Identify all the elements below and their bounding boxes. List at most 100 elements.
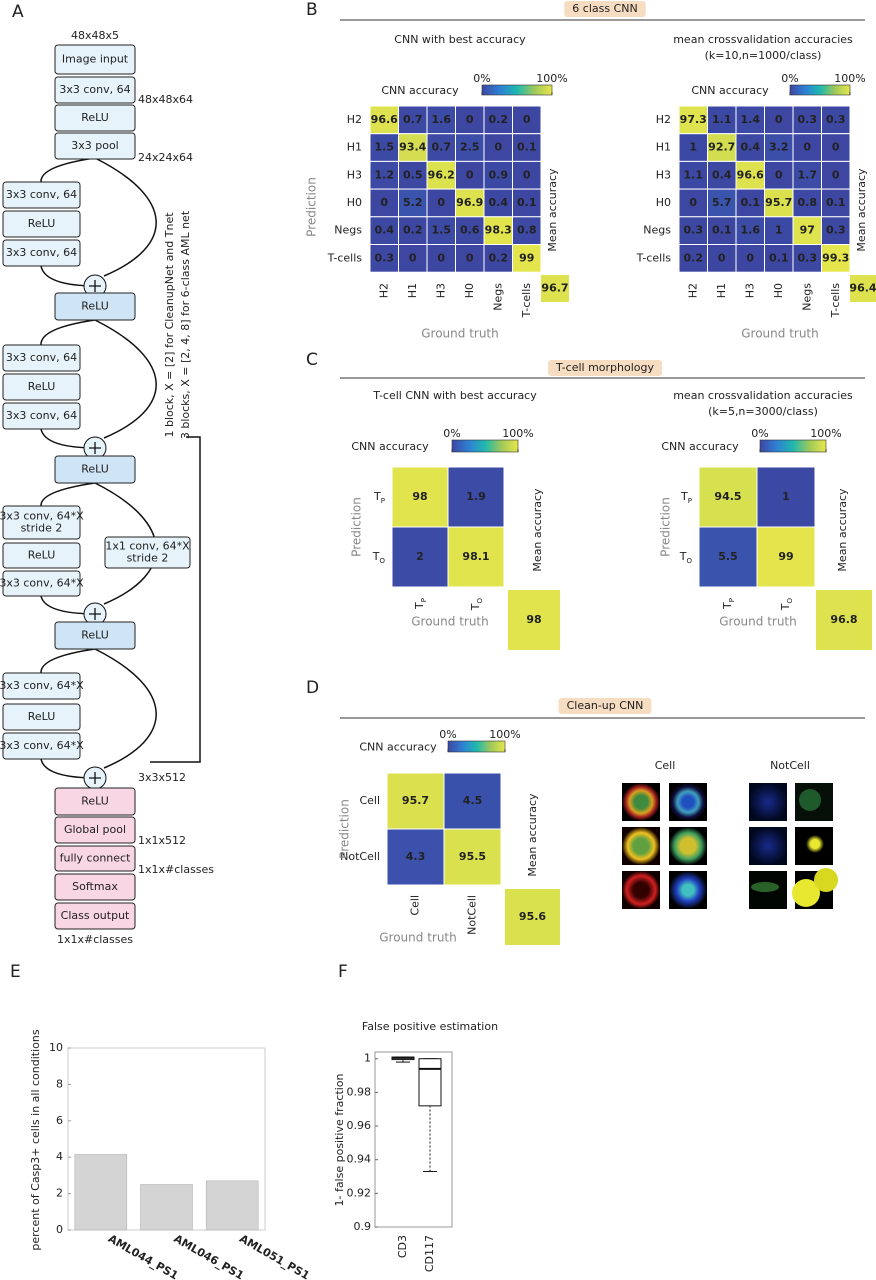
- cell-value: 5.7: [712, 196, 732, 209]
- heatmap-cell: [512, 244, 542, 273]
- row-label: Cell: [359, 794, 380, 807]
- bracket: [150, 436, 201, 763]
- colorbar: [447, 740, 506, 753]
- heatmap-cell: [483, 244, 513, 273]
- cell-value: 0: [409, 251, 417, 264]
- heatmap-cell: [443, 772, 502, 830]
- section-title: 6 class CNN: [572, 2, 637, 15]
- heatmap-cell: [426, 188, 456, 218]
- heatmap-cell: [735, 105, 765, 135]
- y-tick-label: 10: [49, 1041, 63, 1054]
- column-label: T-cells: [829, 283, 842, 319]
- y-axis-label: Prediction: [305, 177, 319, 237]
- panel-label: F: [338, 962, 348, 982]
- cell-value: 5.2: [403, 196, 423, 209]
- cell-value: 0: [746, 251, 754, 264]
- cell-value: 0.2: [403, 224, 423, 237]
- layer-box: [2, 505, 81, 540]
- cell-value: 94.5: [714, 490, 741, 503]
- box: [418, 1058, 442, 1107]
- y-tick-label: 0.9: [354, 1220, 372, 1233]
- x-axis-label: Ground truth: [741, 327, 819, 341]
- x-axis-label: Ground truth: [379, 931, 457, 945]
- y-tick-label: 0.96: [347, 1119, 372, 1132]
- column-label: H3: [743, 283, 756, 298]
- row-label: H1: [347, 141, 362, 154]
- colorbar: [759, 439, 827, 453]
- cell-image-label: NotCell: [770, 759, 810, 772]
- cell-value: 93.4: [399, 141, 426, 154]
- layer-label: 3x3 conv, 64*X: [0, 510, 84, 523]
- colorbar: [789, 84, 851, 96]
- column-label: Negs: [491, 283, 504, 311]
- column-label: H0: [772, 283, 785, 298]
- cell-value: 1.5: [432, 224, 452, 237]
- layer-box: [2, 344, 81, 372]
- cell-value: 1.5: [375, 141, 395, 154]
- layer-label: ReLU: [81, 111, 109, 124]
- heatmap-cell: [483, 133, 513, 162]
- mean-label: Mean accuracy: [526, 793, 539, 877]
- cell-value: 92.7: [708, 141, 735, 154]
- heatmap-cell: [391, 466, 449, 528]
- dimension-label: 1x1x512: [138, 834, 186, 847]
- cell-value: 99: [519, 251, 534, 264]
- chart-title: False positive estimation: [362, 1020, 498, 1033]
- connector: [94, 157, 157, 277]
- cell-value: 0.1: [517, 141, 537, 154]
- layer-label: 3x3 conv, 64*X: [0, 577, 84, 590]
- heatmap-cell: [369, 244, 399, 273]
- cell-value: 0.5: [403, 168, 423, 181]
- cell-value: 0: [466, 168, 474, 181]
- heatmap-cell: [735, 188, 765, 218]
- layer-label: stride 2: [127, 552, 169, 565]
- cell-value: 0.2: [489, 113, 509, 126]
- y-tick-label: 4: [56, 1150, 63, 1163]
- heatmap-cell: [821, 105, 851, 135]
- label-sub: O: [786, 598, 794, 604]
- cell-value: 0: [437, 196, 445, 209]
- heatmap-cell: [678, 244, 708, 273]
- colorbar: [481, 84, 553, 96]
- layer-box: [2, 402, 81, 430]
- mean-value: 98: [526, 613, 541, 626]
- mean-cell: [541, 275, 569, 302]
- column-label: H0: [463, 283, 476, 298]
- cell-value: 0: [380, 196, 388, 209]
- label-sub: P: [728, 598, 736, 602]
- heatmap-cell: [483, 188, 513, 218]
- cell-value: 1.1: [684, 168, 704, 181]
- connector: [40, 482, 96, 507]
- mean-label: Mean accuracy: [855, 168, 868, 252]
- cell-value: 98.1: [462, 550, 489, 563]
- y-tick-label: 0.92: [347, 1186, 372, 1199]
- cell-value: 99: [778, 550, 793, 563]
- chart-title: CNN with best accuracy: [394, 33, 526, 46]
- layer-box: [54, 44, 136, 75]
- layer-label: ReLU: [28, 380, 56, 393]
- cell-value: 2.5: [460, 141, 480, 154]
- layer-label: 3x3 pool: [71, 139, 119, 152]
- cell-value: 0.8: [798, 196, 818, 209]
- colorbar-tick-label: 0%: [473, 72, 490, 85]
- heatmap-cell: [512, 188, 542, 218]
- label-main: T: [373, 490, 381, 503]
- layer-label: stride 2: [21, 522, 63, 535]
- label-main: T: [779, 603, 792, 611]
- heatmap-cell: [369, 133, 399, 162]
- layer-box: [54, 292, 136, 321]
- cell-value: 0.3: [684, 224, 704, 237]
- row-label: H0: [656, 196, 671, 209]
- colorbar-label: CNN accuracy: [381, 84, 459, 97]
- x-axis-label: Ground truth: [719, 615, 797, 629]
- layer-box: [2, 732, 81, 760]
- column-label: H3: [434, 283, 447, 298]
- heatmap-cell: [398, 244, 428, 273]
- heatmap-cell: [756, 526, 816, 588]
- cell-value: 0.4: [375, 224, 395, 237]
- add-sign: [89, 772, 101, 784]
- dimension-label: 1x1x#classes: [138, 863, 214, 876]
- column-label: TP: [721, 598, 736, 610]
- layer-box: [104, 536, 191, 569]
- heatmap-cell: [443, 828, 502, 886]
